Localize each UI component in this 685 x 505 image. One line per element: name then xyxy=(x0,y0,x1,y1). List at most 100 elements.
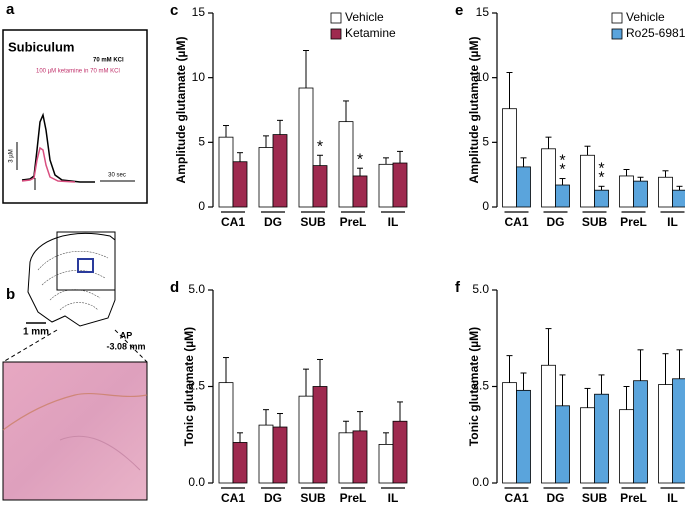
panel-label: a xyxy=(6,1,15,18)
bar xyxy=(516,389,531,484)
legend-swatch xyxy=(330,28,342,40)
zoom-line xyxy=(2,329,58,363)
bar xyxy=(541,364,556,484)
bar xyxy=(633,180,648,208)
x-tick-label: IL xyxy=(388,215,399,229)
y-tick-label: 15 xyxy=(192,5,206,19)
y-tick-label: 5 xyxy=(198,135,205,149)
brain-outline xyxy=(27,233,116,327)
bar xyxy=(658,384,673,484)
bar xyxy=(541,148,556,208)
trace-label: 100 µM ketamine in 70 mM KCl xyxy=(36,69,120,75)
y-tick-label: 0 xyxy=(198,199,205,213)
bar xyxy=(272,134,288,208)
scale-label: 3 µM xyxy=(9,149,15,162)
x-tick-label: DG xyxy=(264,491,282,505)
bar xyxy=(502,382,517,484)
x-tick-label: DG xyxy=(547,491,565,505)
significance: * xyxy=(357,151,363,168)
bar xyxy=(392,420,408,484)
scale-label: 30 sec xyxy=(108,173,126,179)
significance: * * xyxy=(598,161,604,187)
x-tick-label: SUB xyxy=(300,215,326,229)
panel-label: d xyxy=(170,279,179,296)
trace xyxy=(21,146,76,183)
x-tick-label: SUB xyxy=(582,215,608,229)
panel-label: b xyxy=(6,286,15,303)
bar xyxy=(258,424,274,484)
y-tick-label: 0.0 xyxy=(472,475,489,489)
x-tick-label: SUB xyxy=(582,491,608,505)
bar xyxy=(312,165,328,208)
x-tick-label: CA1 xyxy=(221,491,245,505)
bar xyxy=(580,154,595,208)
x-tick-label: CA1 xyxy=(504,215,528,229)
bar xyxy=(516,166,531,208)
bar xyxy=(378,443,394,484)
bar xyxy=(672,378,685,484)
bar xyxy=(392,162,408,208)
y-axis-title: Tonic glutamate (µM) xyxy=(182,327,196,446)
y-axis-title: Amplitude glutamate (µM) xyxy=(174,37,188,184)
bar xyxy=(352,175,368,208)
histology-image xyxy=(2,361,148,501)
bar xyxy=(594,189,609,208)
inset-box xyxy=(56,231,116,291)
bar xyxy=(232,161,248,208)
x-tick-label: PreL xyxy=(340,215,367,229)
bar xyxy=(580,407,595,484)
zoom-line xyxy=(114,329,148,363)
bar xyxy=(619,409,634,484)
x-tick-label: PreL xyxy=(620,491,647,505)
y-tick-label: 2.5 xyxy=(188,379,205,393)
panel-label: e xyxy=(455,2,463,19)
y-axis-title: Tonic glutamate (µM) xyxy=(467,327,481,446)
legend-swatch xyxy=(330,12,342,24)
trace xyxy=(21,112,95,183)
x-tick-label: IL xyxy=(667,215,678,229)
bar xyxy=(272,426,288,484)
legend-label: Vehicle xyxy=(345,10,384,24)
ap-value: -3.08 mm xyxy=(106,341,145,351)
tissue-layer xyxy=(59,435,141,471)
y-tick-label: 10 xyxy=(476,70,490,84)
bar xyxy=(555,184,570,208)
x-tick-label: PreL xyxy=(620,215,647,229)
bar xyxy=(672,189,685,208)
bar xyxy=(258,147,274,208)
y-tick-label: 5 xyxy=(482,135,489,149)
y-tick-label: 5.0 xyxy=(472,282,489,296)
bar xyxy=(218,382,234,484)
y-axis-title: Amplitude glutamate (µM) xyxy=(467,37,481,184)
significance: * * xyxy=(559,153,565,179)
legend-label: Vehicle xyxy=(626,10,665,24)
y-tick-label: 10 xyxy=(192,70,206,84)
panel-label: f xyxy=(455,279,461,296)
significance: * xyxy=(317,138,323,155)
bar xyxy=(338,432,354,484)
bar xyxy=(298,395,314,484)
bar xyxy=(378,163,394,208)
y-tick-label: 2.5 xyxy=(472,379,489,393)
bar xyxy=(312,386,328,484)
legend-label: Ketamine xyxy=(345,26,396,40)
trace-title: Subiculum xyxy=(8,39,74,54)
y-tick-label: 5.0 xyxy=(188,282,205,296)
tissue-edge xyxy=(2,392,148,431)
bar xyxy=(298,87,314,208)
x-tick-label: IL xyxy=(388,491,399,505)
bar xyxy=(232,442,248,484)
x-tick-label: SUB xyxy=(300,491,326,505)
bar xyxy=(218,136,234,208)
brain-detail xyxy=(37,250,109,311)
scale-label: 1 mm xyxy=(23,327,49,338)
bar xyxy=(352,430,368,484)
region-marker xyxy=(77,258,94,273)
trace-label: 70 mM KCl xyxy=(93,58,124,64)
x-tick-label: CA1 xyxy=(221,215,245,229)
panel-label: c xyxy=(170,2,178,19)
trace-box xyxy=(2,29,148,204)
x-tick-label: DG xyxy=(547,215,565,229)
x-tick-label: DG xyxy=(264,215,282,229)
